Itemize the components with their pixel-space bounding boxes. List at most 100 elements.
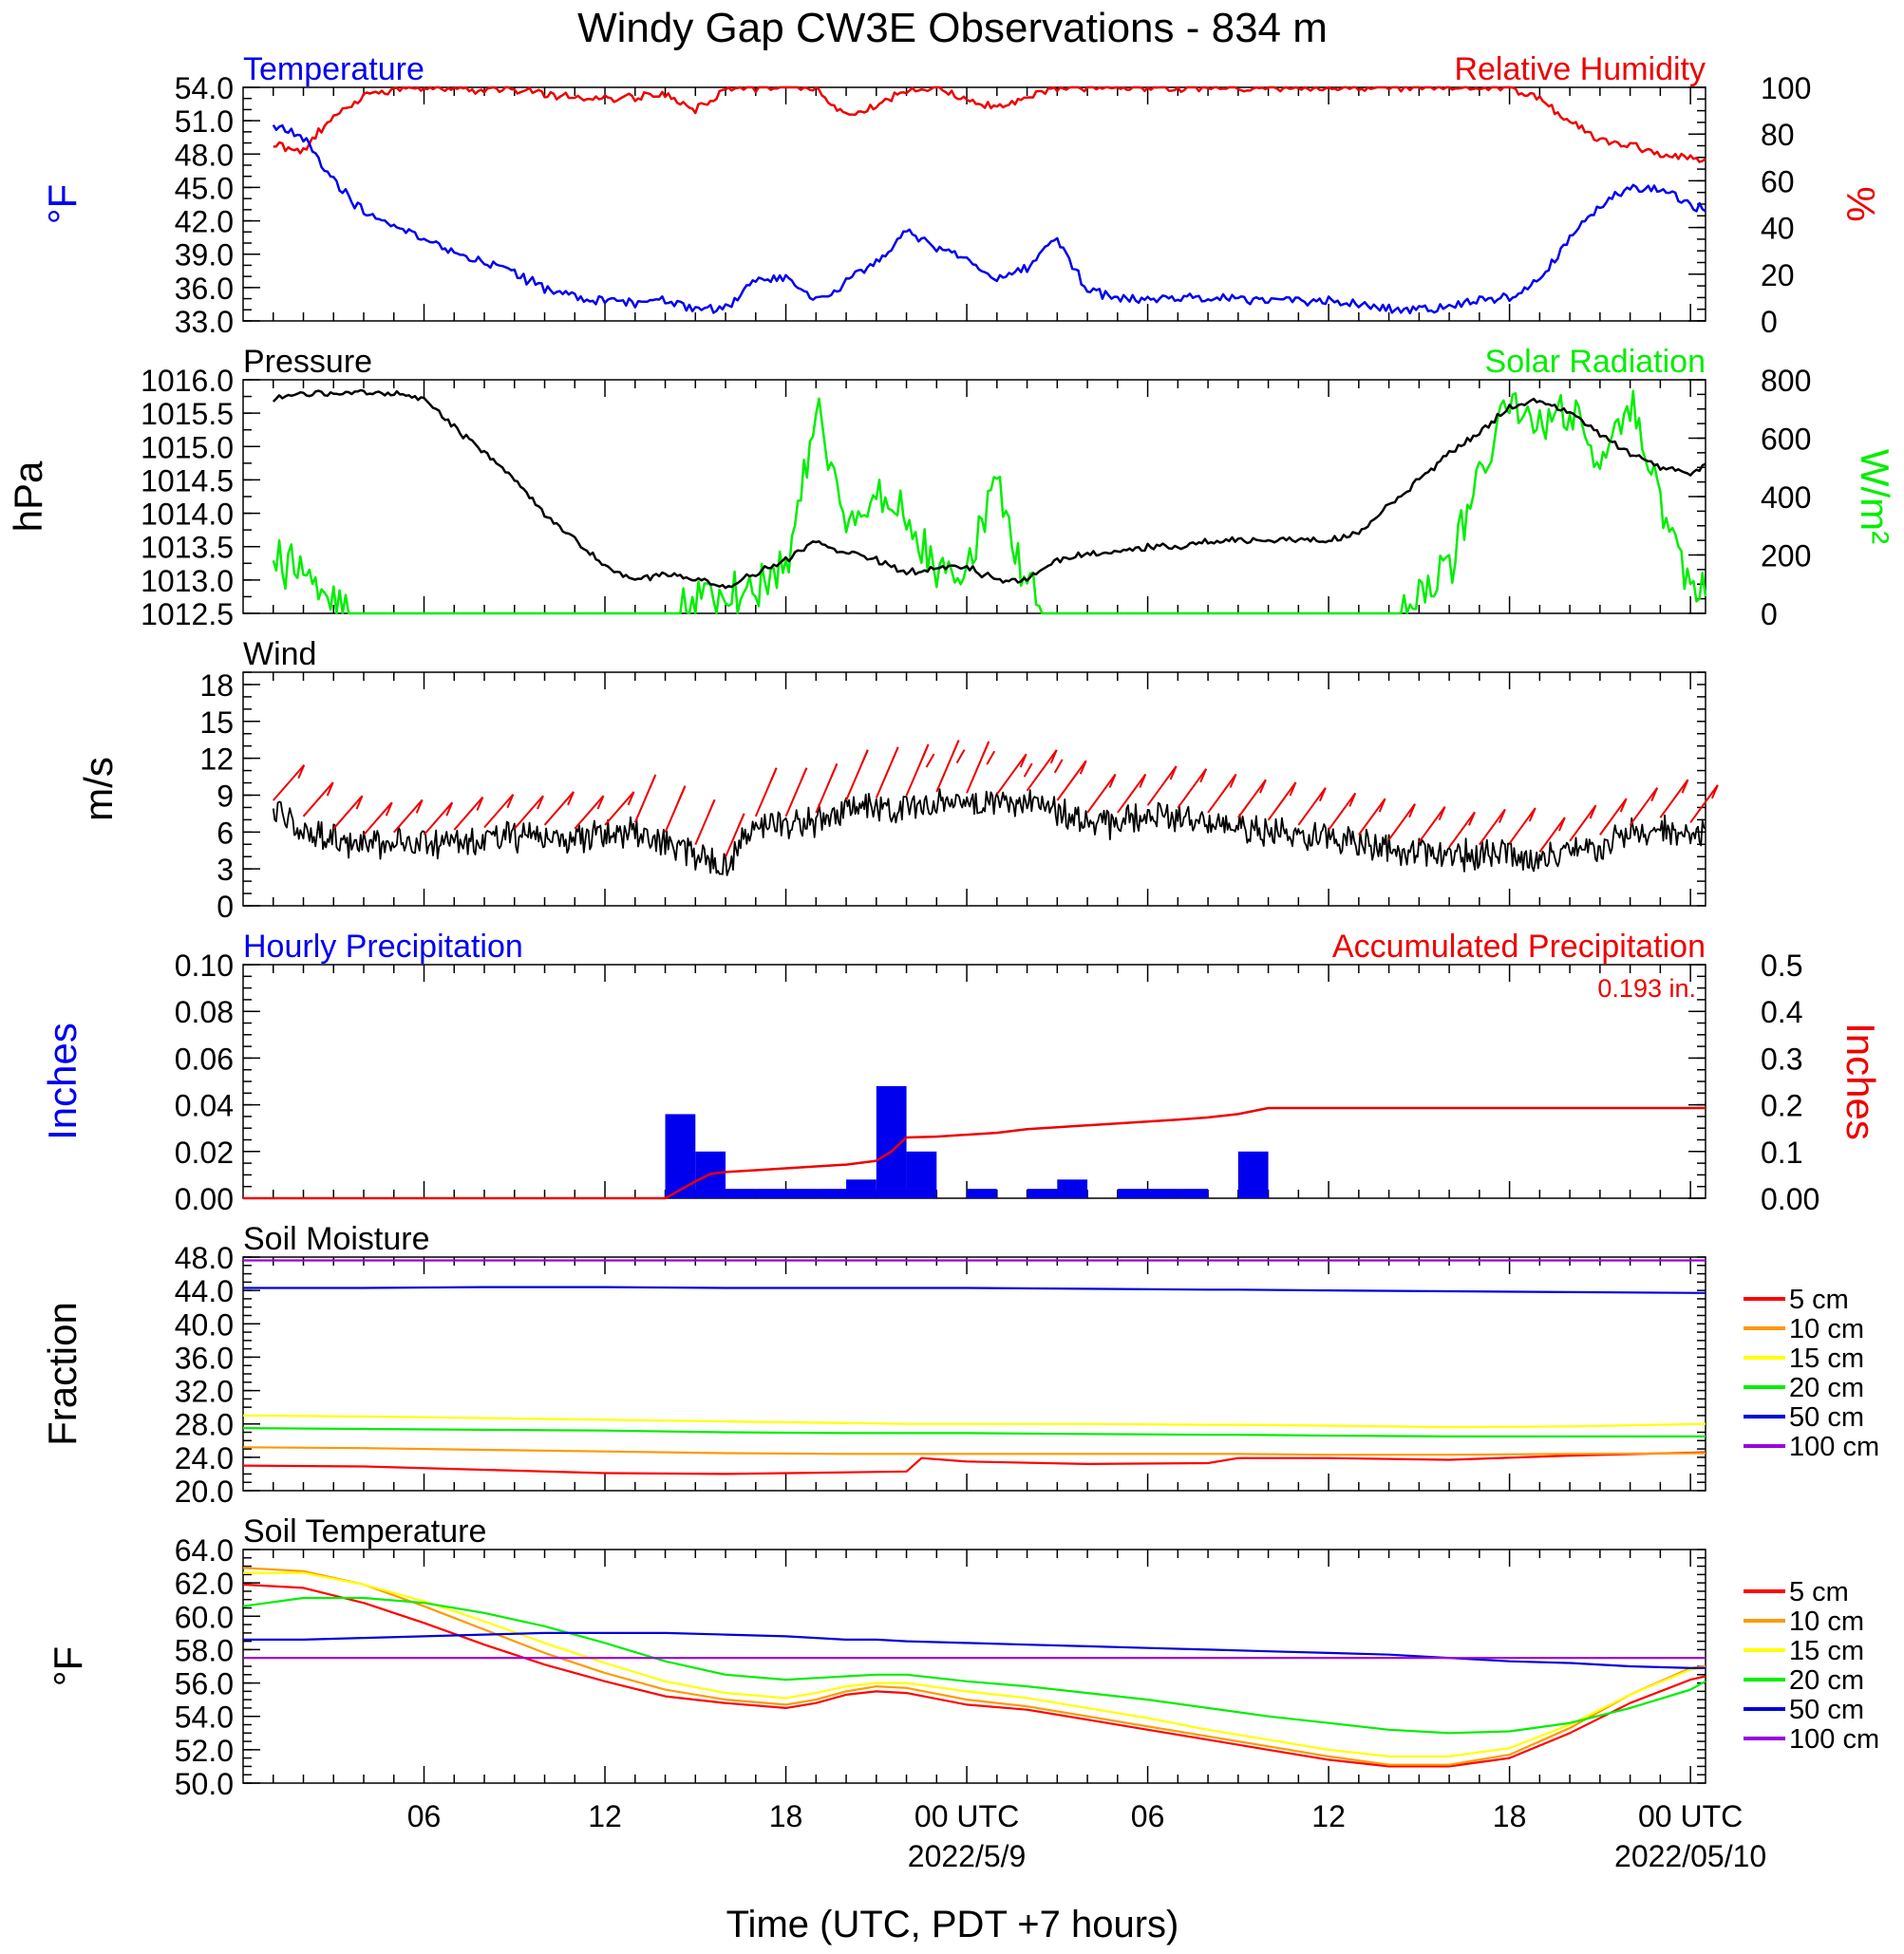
wind-barb-flag: [1438, 806, 1446, 821]
wind-barb-flag: [1229, 774, 1237, 788]
panel-label-solar: Solar Radiation: [1485, 344, 1706, 380]
y-tick-label: 32.0: [175, 1375, 234, 1409]
precip-bar: [755, 1189, 786, 1198]
y-tick-label: 52.0: [175, 1734, 234, 1768]
y-tick-label: 60.0: [175, 1600, 234, 1634]
wind-barb-flag: [678, 785, 687, 800]
wind-barb: [1237, 779, 1267, 818]
y-tick-label: 15: [199, 705, 234, 740]
wind-barb-flag: [1108, 774, 1117, 788]
precip-bar: [785, 1189, 817, 1198]
wind-barb-flag: [986, 750, 996, 765]
wind-barb-flag: [1710, 784, 1719, 799]
wind-barb-flag: [1650, 787, 1659, 802]
y2-axis-title: %: [1838, 186, 1883, 221]
y-axis-title: Inches: [40, 1023, 85, 1140]
legend-label: 15 cm: [1789, 1343, 1864, 1374]
wind-barb: [1297, 787, 1327, 826]
y-tick-label: 39.0: [175, 238, 234, 272]
y2-tick-label: 40: [1761, 212, 1795, 246]
wind-barb-flag: [955, 749, 966, 764]
y2-tick-label: 0.3: [1761, 1042, 1802, 1076]
panel-label-wind: Wind: [243, 636, 316, 672]
wind-barb: [363, 801, 393, 836]
x-tick-label: 06: [1131, 1799, 1165, 1833]
wind-barb: [1659, 779, 1689, 818]
y-tick-label: 64.0: [175, 1533, 234, 1568]
legend-label: 100 cm: [1789, 1432, 1879, 1462]
legend-label: 20 cm: [1789, 1373, 1864, 1403]
legend-label: 50 cm: [1789, 1402, 1864, 1433]
y-tick-label: 54.0: [175, 1700, 234, 1735]
series-accumulated-precip: [243, 1106, 1706, 1200]
wind-barb-flag: [1259, 779, 1267, 794]
y-axis-title: °F: [40, 184, 85, 224]
panel-label-temperature: Temperature: [243, 51, 424, 87]
legend-label: 20 cm: [1789, 1665, 1864, 1696]
wind-barb-flag: [830, 762, 839, 778]
y-tick-label: 0.10: [175, 949, 234, 983]
series-relative-humidity: [273, 85, 1706, 163]
y2-tick-label: 0.4: [1761, 995, 1802, 1029]
series-pressure: [272, 388, 1706, 590]
y-tick-label: 36.0: [175, 1341, 234, 1375]
wind-barb-flag: [1289, 781, 1297, 797]
series-15-cm: [242, 1414, 1706, 1429]
precip-bar: [665, 1114, 696, 1198]
y-tick-label: 62.0: [175, 1567, 234, 1601]
wind-barb: [1117, 773, 1147, 814]
y2-tick-label: 100: [1761, 71, 1811, 105]
y-tick-label: 48.0: [175, 138, 234, 172]
wind-barb-flag: [1139, 774, 1147, 788]
wind-barb-flag: [445, 801, 454, 817]
y2-tick-label: 0: [1761, 597, 1778, 631]
panel-label-rh: Relative Humidity: [1454, 51, 1706, 87]
precip-bar: [846, 1179, 877, 1198]
wind-barb-flag: [1348, 792, 1357, 807]
wind-barb-flag: [415, 799, 424, 814]
wind-barb: [543, 791, 575, 826]
y-tick-label: 0.00: [175, 1182, 234, 1216]
series-5-cm: [242, 1583, 1706, 1768]
y-tick-label: 44.0: [175, 1274, 234, 1308]
wind-barb: [574, 795, 605, 830]
y-tick-label: 0.02: [175, 1136, 234, 1170]
panel-label-soil-temperature: Soil Temperature: [243, 1513, 486, 1550]
wind-barb-flag: [1499, 809, 1506, 823]
y2-tick-label: 0.1: [1761, 1136, 1802, 1170]
panel-4: 0.00 0.02 0.04 0.06 0.08 0.10 0.00 0.1 0.2 0.3 0.4…: [40, 929, 1883, 1216]
y-tick-label: 28.0: [175, 1408, 234, 1442]
wind-barb: [1267, 781, 1297, 821]
series-10-cm: [242, 1567, 1706, 1766]
wind-barb-flag: [800, 767, 808, 782]
legend-label: 5 cm: [1789, 1577, 1849, 1607]
y-tick-label: 0.04: [175, 1089, 234, 1123]
wind-barb-flag: [982, 741, 990, 756]
y2-axis-title: W/m²: [1853, 449, 1897, 544]
y-tick-label: 3: [217, 853, 234, 887]
y2-tick-label: 0.00: [1761, 1182, 1819, 1216]
wind-barb-flag: [1169, 765, 1178, 780]
precip-bar: [1237, 1151, 1269, 1198]
accum-total-annotation: 0.193 in.: [1597, 974, 1696, 1003]
y2-tick-label: 0: [1761, 305, 1778, 339]
wind-barb-flag: [567, 791, 575, 806]
wind-barb: [1479, 808, 1506, 846]
wind-barb-flag: [925, 753, 935, 768]
panel-1: 33.036.039.042.045.048.051.054.0 0 20 40 60 8…: [40, 51, 1883, 339]
wind-barb: [1086, 773, 1117, 814]
wind-barb-flag: [649, 774, 657, 789]
x-tick-label: 18: [1493, 1799, 1527, 1833]
y-tick-label: 0: [217, 890, 234, 924]
series-20-cm: [242, 1427, 1706, 1438]
y-tick-label: 24.0: [175, 1441, 234, 1475]
wind-barb-flag: [1619, 798, 1628, 813]
y2-tick-label: 80: [1761, 118, 1795, 152]
wind-barb-flag: [1378, 798, 1386, 813]
wind-barb-flag: [1079, 760, 1087, 775]
wind-barb: [1207, 773, 1237, 814]
y-tick-label: 42.0: [175, 205, 234, 239]
wind-barb-flag: [1468, 811, 1476, 826]
